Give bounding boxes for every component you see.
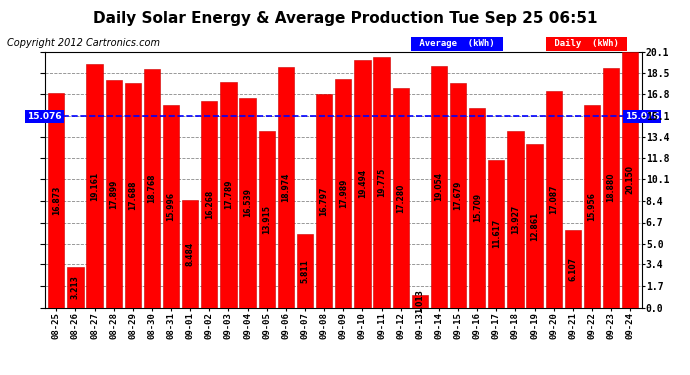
Text: 5.811: 5.811 [301,259,310,283]
Bar [201,101,217,308]
Text: 8.484: 8.484 [186,242,195,266]
Text: 16.797: 16.797 [319,186,328,216]
Bar [450,83,466,308]
Bar [68,267,83,308]
Text: 17.087: 17.087 [549,184,558,214]
Text: 13.927: 13.927 [511,204,520,234]
Text: 16.873: 16.873 [52,186,61,215]
Bar [106,80,122,308]
Bar [316,94,333,308]
Bar [431,66,447,308]
Text: Daily Solar Energy & Average Production Tue Sep 25 06:51: Daily Solar Energy & Average Production … [92,11,598,26]
Text: 11.617: 11.617 [492,219,501,248]
Text: 19.161: 19.161 [90,171,99,201]
Text: 17.280: 17.280 [396,183,405,213]
Text: 19.494: 19.494 [358,169,367,198]
Bar [354,60,371,308]
Text: 19.775: 19.775 [377,167,386,196]
Bar [220,82,237,308]
Text: Daily  (kWh): Daily (kWh) [549,39,624,48]
Bar [163,105,179,308]
Bar [622,52,638,308]
Text: 13.915: 13.915 [262,205,271,234]
Bar [182,200,198,308]
Bar [489,160,504,308]
Text: Copyright 2012 Cartronics.com: Copyright 2012 Cartronics.com [7,38,160,48]
Text: 19.054: 19.054 [435,172,444,201]
Text: 15.076: 15.076 [27,112,62,121]
Bar [86,64,103,308]
Text: Average  (kWh): Average (kWh) [414,39,500,48]
Text: 17.679: 17.679 [453,181,462,210]
Bar [526,144,543,308]
Bar [603,68,619,308]
Text: 16.268: 16.268 [205,190,214,219]
Bar [393,88,408,308]
Text: 15.996: 15.996 [166,192,176,220]
Bar [48,93,64,308]
Text: 12.861: 12.861 [530,211,539,240]
Bar [125,83,141,308]
Bar [335,79,351,308]
Bar [144,69,160,308]
Text: 18.880: 18.880 [607,173,615,202]
Bar [584,105,600,308]
Bar [239,98,256,308]
Bar [297,234,313,308]
Text: 15.956: 15.956 [587,192,596,221]
Text: 15.076: 15.076 [624,112,660,121]
Text: 1.013: 1.013 [415,289,424,313]
Bar [564,230,581,308]
Bar [373,57,390,308]
Bar [259,131,275,308]
Text: 15.709: 15.709 [473,193,482,222]
Text: 6.107: 6.107 [569,257,578,281]
Text: 17.989: 17.989 [339,179,348,208]
Text: 18.768: 18.768 [148,174,157,203]
Text: 18.974: 18.974 [282,172,290,202]
Text: 3.213: 3.213 [71,275,80,299]
Bar [469,108,485,307]
Bar [507,131,524,308]
Bar [412,295,428,307]
Text: 17.899: 17.899 [109,179,118,209]
Bar [546,91,562,308]
Text: 20.150: 20.150 [626,165,635,194]
Text: 16.539: 16.539 [243,188,252,217]
Text: 17.688: 17.688 [128,180,137,210]
Text: 17.789: 17.789 [224,180,233,209]
Bar [278,67,294,308]
